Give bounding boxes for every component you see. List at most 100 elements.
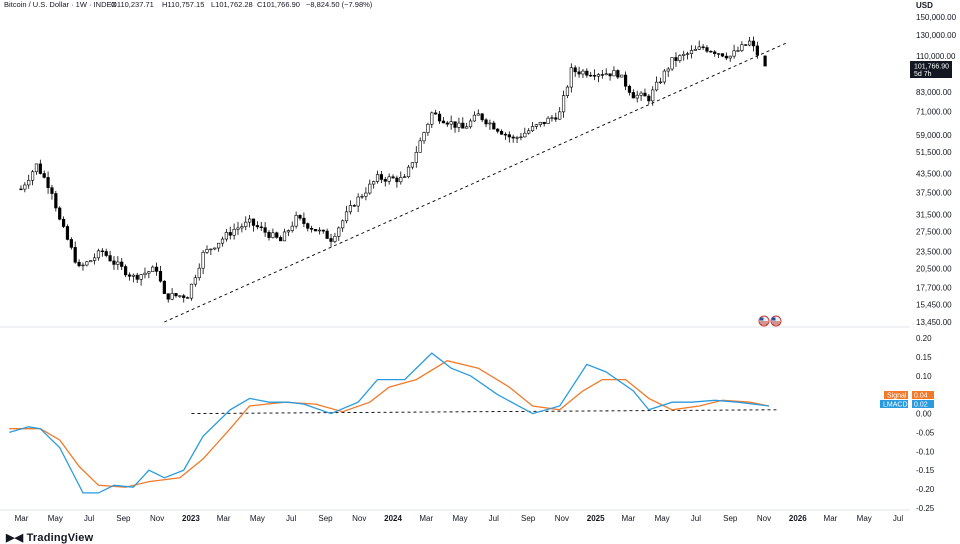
candle <box>248 214 252 228</box>
price-tick-label: 59,000.00 <box>916 131 952 140</box>
candle <box>96 248 101 261</box>
candle <box>616 69 620 79</box>
candle <box>484 118 488 128</box>
candle <box>426 122 430 136</box>
time-tick-label: Sep <box>723 514 738 523</box>
lmacd-tick-label: -0.15 <box>916 466 935 475</box>
candle <box>631 89 635 99</box>
candle <box>174 293 178 298</box>
time-tick-label: 2023 <box>182 514 200 523</box>
candle <box>275 231 279 239</box>
candle <box>116 256 120 270</box>
candle <box>705 45 709 53</box>
candle <box>147 270 151 279</box>
candle <box>499 129 504 135</box>
last-price-tag: 101,766.90 5d 7h <box>910 61 952 78</box>
price-tick-label: 110,000.00 <box>916 52 956 61</box>
candle <box>127 272 132 281</box>
candle <box>368 179 372 195</box>
candle <box>313 229 318 232</box>
candle <box>240 223 244 233</box>
logo-text: TradingView <box>26 532 94 544</box>
last-price-value: 101,766.90 <box>914 64 949 71</box>
candle <box>507 131 511 143</box>
lmacd-axis[interactable]: 0.200.150.100.050.00-0.05-0.10-0.15-0.20… <box>916 334 935 513</box>
candle <box>503 132 508 140</box>
time-tick-label: May <box>857 514 872 523</box>
candle <box>178 295 182 299</box>
candle <box>89 259 93 263</box>
candle <box>554 112 558 122</box>
candle <box>92 253 97 265</box>
candle <box>158 265 163 283</box>
candle <box>635 90 639 103</box>
candle <box>480 113 484 122</box>
candle <box>468 118 473 129</box>
candle <box>717 52 721 59</box>
price-tick-label: 43,500.00 <box>916 170 952 179</box>
candle <box>155 262 159 276</box>
time-tick-label: Mar <box>419 514 433 523</box>
price-tick-label: 51,500.00 <box>916 148 952 157</box>
candle <box>728 55 732 62</box>
candle <box>197 263 201 281</box>
candle <box>348 200 352 215</box>
candle <box>232 223 236 240</box>
candle <box>19 185 23 191</box>
candle <box>530 122 535 133</box>
candle <box>333 232 337 244</box>
price-tick-label: 130,000.00 <box>916 31 957 40</box>
candle <box>406 164 411 179</box>
lmacd-line <box>9 352 770 494</box>
candle <box>151 265 155 272</box>
price-axis[interactable]: 150,000.00 130,000.00 110,000.00 83,000.00 7… <box>916 13 957 327</box>
bar-countdown: 5d 7h <box>914 71 932 78</box>
candle <box>519 133 523 141</box>
candle <box>120 257 124 271</box>
candle <box>701 44 705 50</box>
candle <box>434 109 438 115</box>
time-axis[interactable]: Mar May Jul Sep Nov 2023 Mar May Jul Sep Nov 2024 Ma… <box>15 514 904 523</box>
us-flag-icon[interactable] <box>758 315 770 327</box>
us-flag-icon[interactable] <box>770 315 782 327</box>
candle <box>251 218 256 232</box>
candle <box>201 250 205 275</box>
candle <box>461 117 465 129</box>
candle <box>143 267 147 279</box>
candle <box>542 121 546 127</box>
candle <box>85 260 89 267</box>
candle <box>27 174 31 189</box>
candle <box>65 224 70 241</box>
candle <box>391 174 395 179</box>
candle <box>375 170 380 184</box>
candle <box>263 222 267 237</box>
price-tick-label: 20,500.00 <box>916 265 952 274</box>
candle <box>561 90 566 118</box>
lmacd-value: 0.02 <box>914 402 928 409</box>
candle <box>104 248 108 258</box>
candle <box>604 68 608 76</box>
candle <box>46 171 50 194</box>
candle <box>620 74 624 78</box>
flag-markers[interactable] <box>758 315 782 327</box>
candle <box>670 57 674 72</box>
time-tick-label: May <box>655 514 670 523</box>
candle <box>341 219 345 232</box>
candle <box>414 146 418 168</box>
tradingview-logo[interactable]: ▶◀ TradingView <box>6 531 93 544</box>
candle <box>220 236 225 247</box>
signal-line <box>9 360 770 488</box>
price-tick-label: 150,000.00 <box>916 13 957 22</box>
price-tick-label: 17,700.00 <box>916 283 952 292</box>
lmacd-label: LMACD <box>883 402 908 409</box>
candle <box>182 293 186 303</box>
trendline[interactable] <box>164 41 789 323</box>
candle <box>42 170 46 179</box>
candle <box>236 221 240 235</box>
candle <box>527 128 531 135</box>
signal-value-tag: Signal 0.04 <box>884 391 934 400</box>
candle <box>131 273 135 283</box>
symbol-title: Bitcoin / U.S. Dollar · 1W · INDEX <box>4 0 117 9</box>
candle <box>430 111 434 128</box>
macd-baseline[interactable] <box>191 409 777 415</box>
